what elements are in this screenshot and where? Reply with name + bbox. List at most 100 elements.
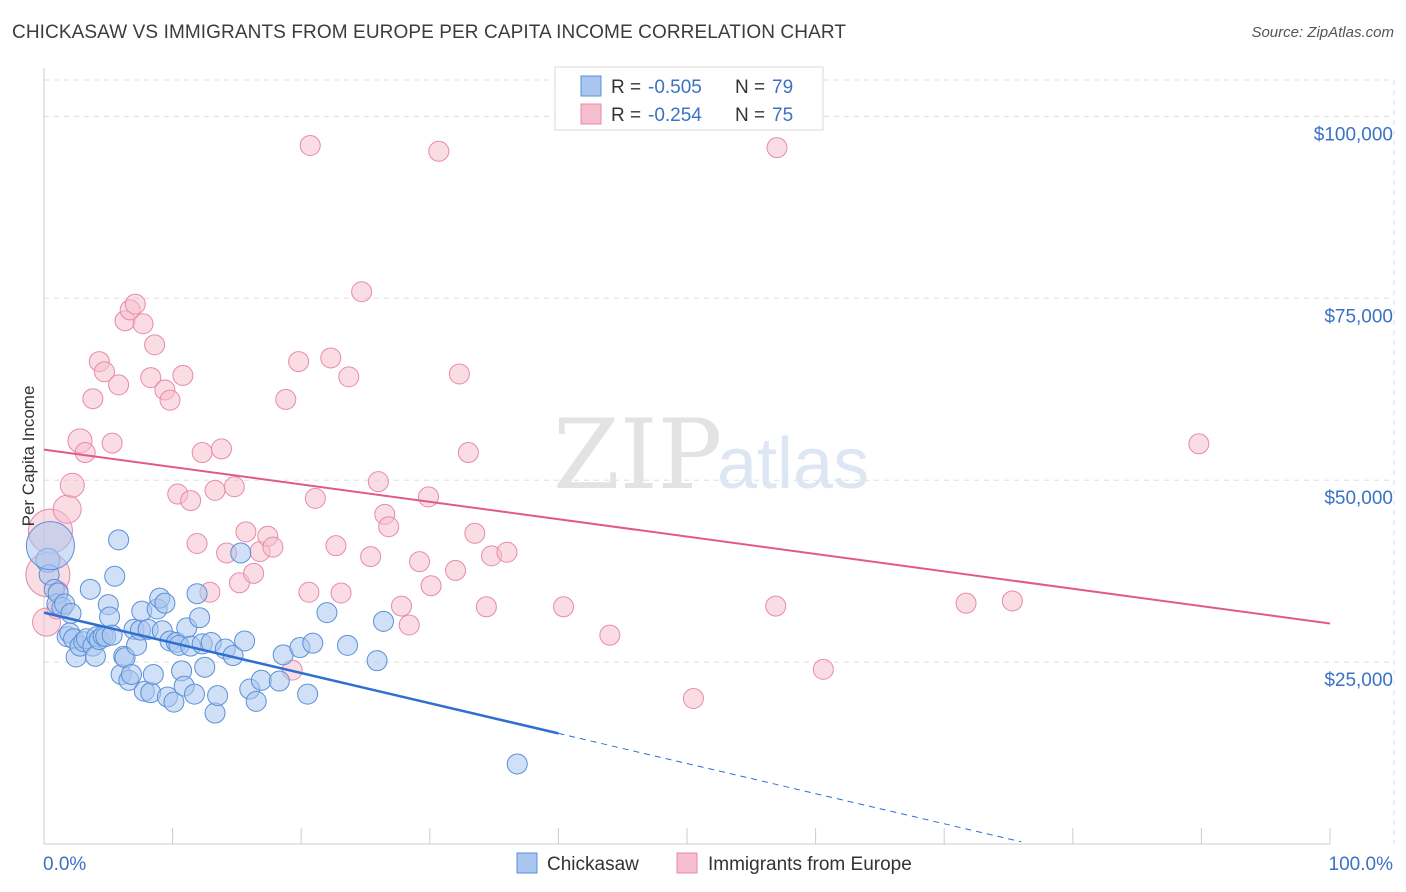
point-immigrants-17 [132,313,154,335]
point-immigrants-59 [445,559,467,581]
series-legend: Chickasaw Immigrants from Europe [516,852,912,875]
point-immigrants-9 [82,388,104,410]
point-immigrants-65 [496,541,518,563]
point-immigrants-61 [457,442,479,464]
point-immigrants-58 [428,140,450,162]
point-chickasaw-67 [245,690,267,712]
point-immigrants-68 [682,687,704,709]
point-immigrants-12 [101,432,123,454]
point-chickasaw-60 [204,702,226,724]
point-immigrants-60 [448,363,470,385]
point-immigrants-41 [298,581,320,603]
point-immigrants-73 [1188,433,1210,455]
point-chickasaw-26 [104,565,126,587]
point-immigrants-71 [955,592,977,614]
point-chickasaw-56 [189,607,211,629]
point-immigrants-44 [320,347,342,369]
chart-title: CHICKASAW VS IMMIGRANTS FROM EUROPE PER … [12,22,847,43]
point-immigrants-6 [59,472,85,498]
point-chickasaw-68 [250,669,272,691]
point-chickasaw-76 [366,650,388,672]
point-immigrants-54 [398,614,420,636]
point-immigrants-67 [599,624,621,646]
point-immigrants-66 [553,596,575,618]
point-chickasaw-78 [506,753,528,775]
x-tick-label-max: 100.0% [1329,854,1394,875]
point-immigrants-13 [108,374,130,396]
point-chickasaw-72 [297,683,319,705]
point-immigrants-16 [124,293,146,315]
point-immigrants-42 [299,134,321,156]
point-immigrants-45 [325,535,347,557]
point-immigrants-18 [140,367,162,389]
point-immigrants-5 [52,494,82,524]
legend-n-label-2: N = [735,105,770,126]
legend-swatch-chickasaw [580,75,602,97]
point-chickasaw-24 [99,606,121,628]
point-chickasaw-44 [154,592,176,614]
watermark-zip: ZIP [553,399,722,511]
point-chickasaw-64 [230,542,252,564]
point-immigrants-50 [367,471,389,493]
source-label: Source: ZipAtlas.com [1251,24,1394,41]
point-immigrants-26 [191,442,213,464]
series-chickasaw [25,521,528,775]
point-immigrants-21 [159,389,181,411]
point-chickasaw-55 [186,583,208,605]
point-immigrants-53 [391,595,413,617]
point-chickasaw-61 [207,685,229,707]
point-immigrants-28 [204,479,226,501]
point-immigrants-11 [93,361,115,383]
point-immigrants-37 [262,536,284,558]
point-immigrants-43 [304,487,326,509]
legend-n-value-2: 75 [772,105,793,126]
point-immigrants-55 [409,551,431,573]
point-immigrants-25 [186,532,208,554]
watermark-atlas: atlas [717,424,869,504]
point-chickasaw-65 [234,630,256,652]
point-immigrants-52 [378,516,400,538]
y-tick-label-1: $50,000 [1324,488,1393,509]
point-immigrants-62 [464,522,486,544]
point-immigrants-34 [243,562,265,584]
point-chickasaw-47 [163,691,185,713]
point-immigrants-46 [330,582,352,604]
point-immigrants-40 [288,351,310,373]
x-tick-label-min: 0.0% [43,854,86,875]
point-chickasaw-74 [316,602,338,624]
trend-line-immigrants [43,448,1331,625]
correlation-legend: R = -0.505 N = 79 R = -0.254 N = 75 [554,66,824,131]
point-immigrants-38 [275,388,297,410]
point-immigrants-56 [418,486,440,508]
y-tick-label-0: $25,000 [1324,670,1393,691]
legend-n-value-1: 79 [772,77,793,98]
legend-swatch-immigrants [580,103,602,125]
point-chickasaw-32 [120,663,142,685]
point-immigrants-24 [180,490,202,512]
bottom-legend-label-immigrants: Immigrants from Europe [708,854,912,875]
bottom-legend-label-chickasaw: Chickasaw [547,854,639,875]
legend-r-label-2: R = [611,105,646,126]
point-chickasaw-27 [108,529,130,551]
point-immigrants-48 [351,281,373,303]
point-immigrants-8 [74,442,96,464]
legend-r-label-1: R = [611,77,646,98]
bottom-legend-swatch-chickasaw [516,852,538,874]
point-chickasaw-73 [302,632,324,654]
trend-lines [43,448,1331,843]
point-immigrants-49 [360,546,382,568]
point-immigrants-69 [765,595,787,617]
y-axis-label: Per Capita Income [19,386,38,527]
point-chickasaw-58 [194,656,216,678]
watermark: ZIP atlas [553,399,869,511]
legend-n-label-1: N = [735,77,770,98]
point-chickasaw-40 [142,663,164,685]
bottom-legend-swatch-immigrants [676,852,698,874]
point-immigrants-29 [210,438,232,460]
point-chickasaw-54 [183,683,205,705]
point-immigrants-70 [812,658,834,680]
point-immigrants-31 [223,476,245,498]
point-immigrants-47 [338,366,360,388]
point-chickasaw-16 [79,578,101,600]
trend-line-chickasaw [43,611,559,735]
